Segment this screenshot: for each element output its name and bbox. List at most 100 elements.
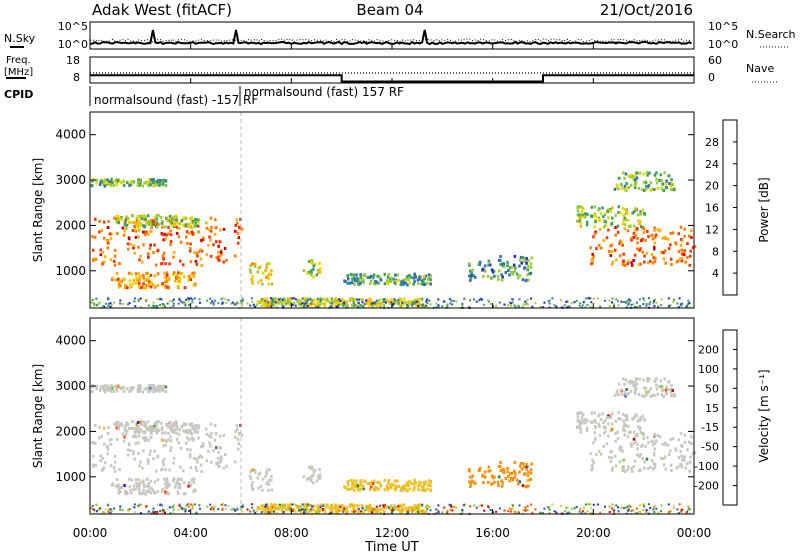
velocity-cell (91, 454, 95, 458)
power-cell (529, 262, 533, 266)
power-cell (591, 252, 594, 256)
velocity-cell (209, 460, 213, 464)
power-cell (400, 280, 403, 284)
velocity-cell (285, 508, 288, 511)
velocity-cell (233, 508, 236, 511)
power-cell (125, 216, 128, 219)
velocity-cell (169, 512, 172, 515)
velocity-cell (231, 507, 234, 510)
velocity-cell (202, 444, 205, 447)
velocity-cell (646, 391, 650, 395)
velocity-cell (163, 438, 167, 442)
power-cell (194, 221, 197, 225)
velocity-cell (622, 458, 625, 462)
power-cell (688, 301, 691, 304)
velocity-cell (360, 480, 363, 484)
power-cell (154, 183, 158, 187)
power-cell (393, 281, 396, 285)
power-cell (413, 280, 416, 284)
power-cell (142, 224, 145, 228)
power-cell (192, 271, 195, 275)
power-cell (653, 241, 657, 245)
velocity-cell (379, 484, 383, 488)
velocity-cell (141, 466, 144, 470)
velocity-cell (614, 464, 618, 468)
power-cell (575, 300, 578, 302)
velocity-cell (608, 414, 612, 417)
power-cell (105, 181, 108, 185)
velocity-cell (252, 510, 255, 513)
power-cell (113, 263, 117, 267)
power-cell (190, 230, 194, 234)
velocity-cell (299, 505, 303, 509)
velocity-cell (376, 480, 379, 484)
power-cell (316, 297, 319, 300)
velocity-cell (145, 436, 148, 440)
velocity-cell (250, 503, 253, 506)
velocity-cell (629, 381, 632, 385)
power-cell (683, 253, 686, 257)
velocity-cell (159, 504, 162, 507)
power-cell (227, 299, 230, 302)
power-cell (579, 224, 583, 228)
power-cell (622, 262, 625, 266)
power-cell (115, 220, 118, 224)
power-cell (189, 216, 193, 220)
velocity-cell (264, 475, 267, 478)
power-cell (576, 209, 580, 213)
velocity-cell (99, 507, 101, 510)
velocity-cell (162, 463, 165, 467)
velocity-cell (179, 465, 182, 469)
velocity-cell (103, 388, 107, 392)
velocity-cell (578, 425, 581, 429)
power-cell (671, 183, 674, 187)
velocity-cell (304, 505, 307, 509)
velocity-cell (527, 465, 530, 469)
power-cell (107, 220, 110, 223)
velocity-cell (593, 438, 597, 442)
power-cell (268, 272, 271, 276)
power-cell (258, 265, 262, 269)
velocity-cell (515, 478, 519, 482)
power-cell (291, 297, 294, 300)
velocity-cell (240, 510, 243, 513)
power-cell (493, 274, 496, 278)
power-cell (413, 301, 416, 305)
power-cell (123, 220, 127, 224)
velocity-cell (407, 511, 409, 514)
power-cell (470, 273, 473, 277)
velocity-cell (152, 386, 155, 390)
power-cell (200, 249, 204, 253)
power-cell (113, 248, 117, 252)
power-cell (664, 182, 668, 186)
velocity-cell (236, 427, 239, 431)
power-cell (621, 171, 625, 175)
power-cell (176, 273, 179, 277)
power-cell (132, 246, 135, 250)
velocity-cell (633, 390, 637, 393)
velocity-cell (182, 469, 185, 473)
velocity-cell (631, 417, 634, 421)
power-cell (406, 304, 408, 306)
power-cell (100, 180, 104, 184)
velocity-cell (129, 426, 133, 430)
velocity-cell (693, 451, 697, 455)
velocity-cell (343, 485, 346, 489)
power-cell (270, 269, 273, 273)
power-cell (581, 215, 584, 219)
power-cell (510, 302, 513, 305)
power-cell (164, 280, 167, 284)
velocity-cell (123, 484, 126, 487)
velocity-cell (144, 439, 147, 443)
power-cell (92, 302, 94, 305)
power-cell (484, 269, 487, 273)
power-cell (240, 227, 244, 231)
power-cell (657, 305, 660, 308)
power-cell (406, 283, 409, 287)
power-cell (469, 276, 473, 280)
power-cell (274, 301, 277, 304)
velocity-cell (637, 393, 641, 396)
power-cell (133, 228, 137, 232)
velocity-cell (413, 504, 416, 508)
velocity-cell (629, 379, 632, 383)
